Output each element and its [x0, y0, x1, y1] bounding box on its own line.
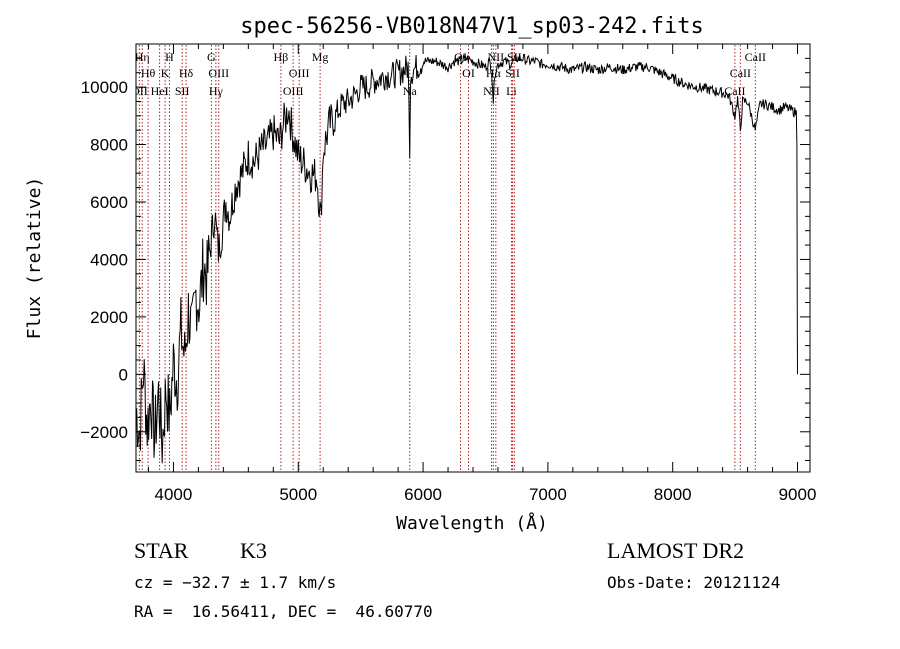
y-tick-label-5: 8000 [90, 136, 128, 155]
redshift-text: cz = −32.7 ± 1.7 km/s [134, 573, 337, 592]
line-marker-label-11: Hβ [274, 50, 289, 64]
y-tick-label-6: 10000 [81, 78, 128, 97]
line-marker-label-4: K [161, 66, 170, 80]
line-marker-label-21: Li [506, 84, 517, 98]
x-tick-label-5: 9000 [779, 485, 817, 504]
x-tick-label-0: 4000 [155, 485, 193, 504]
y-tick-label-2: 2000 [90, 308, 128, 327]
axes: 4000 5000 6000 7000 8000 9000 −2000 0 2000 4000 60… [80, 44, 816, 504]
coordinates-text: RA = 16.56411, DEC = 46.60770 [134, 602, 433, 621]
y-tick-label-3: 4000 [90, 250, 128, 269]
line-marker-label-26: CaII [745, 50, 766, 64]
line-marker-label-5: H [165, 50, 174, 64]
x-tick-label-4: 8000 [654, 485, 692, 504]
chart-title: spec-56256-VB018N47V1_sp03-242.fits [240, 14, 704, 39]
line-marker-label-10: OIII [208, 66, 229, 80]
survey-label: LAMOST DR2 [607, 538, 745, 563]
x-tick-label-2: 6000 [404, 485, 442, 504]
obs-date-text: Obs-Date: 20121124 [607, 573, 781, 592]
line-marker-label-12: OIII [283, 84, 304, 98]
line-marker-label-25: CaII [730, 66, 751, 80]
line-marker-label-6: SII [175, 84, 190, 98]
x-tick-label-1: 5000 [279, 485, 317, 504]
line-marker-label-14: Mg [312, 50, 329, 64]
y-tick-label-0: −2000 [80, 423, 128, 442]
object-subclass: K3 [240, 538, 267, 563]
line-marker-label-9: Hγ [209, 84, 224, 98]
line-marker-label-8: G [207, 50, 216, 64]
x-axis-label: Wavelength (Å) [396, 512, 548, 534]
line-marker-label-18: NII [483, 84, 500, 98]
line-marker-label-2: OII [131, 84, 148, 98]
line-marker-label-7: Hδ [179, 66, 194, 80]
line-marker-label-0: Hη [135, 50, 150, 64]
object-class: STAR [134, 538, 189, 563]
y-tick-label-1: 0 [119, 365, 128, 384]
plot-frame [135, 43, 811, 473]
line-marker-label-22: SII [505, 66, 520, 80]
line-marker-label-3: HeI [151, 84, 169, 98]
line-marker-label-17: OI [462, 66, 475, 80]
line-marker-label-19: Hα [486, 66, 502, 80]
y-tick-label-4: 6000 [90, 193, 128, 212]
x-tick-label-3: 7000 [529, 485, 567, 504]
spectrum-line [136, 53, 798, 464]
y-axis-label: Flux (relative) [24, 177, 45, 340]
line-marker-label-20: NII [488, 50, 505, 64]
line-marker-label-1: Hθ [141, 66, 156, 80]
line-marker-label-13: OIII [289, 66, 310, 80]
